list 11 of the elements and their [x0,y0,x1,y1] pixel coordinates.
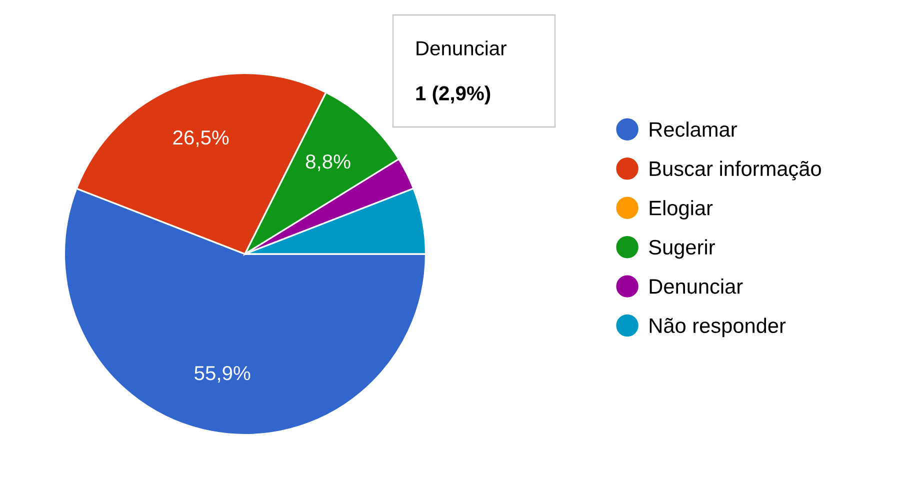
data-label: 55,9% [194,366,250,383]
data-label: 26,5% [173,130,229,148]
legend-label: Não responder [650,318,786,338]
legend-label: Elogiar [650,200,713,220]
text: 1 (2,9%) [416,86,490,104]
legend-label: Buscar informação [650,160,821,180]
legend-label: Reclamar [650,122,737,137]
legend-label: Denunciar [650,278,743,294]
data-label: 8,8% [306,154,350,172]
text: Denunciar [416,40,506,56]
legend-label: Sugerir [649,239,715,259]
